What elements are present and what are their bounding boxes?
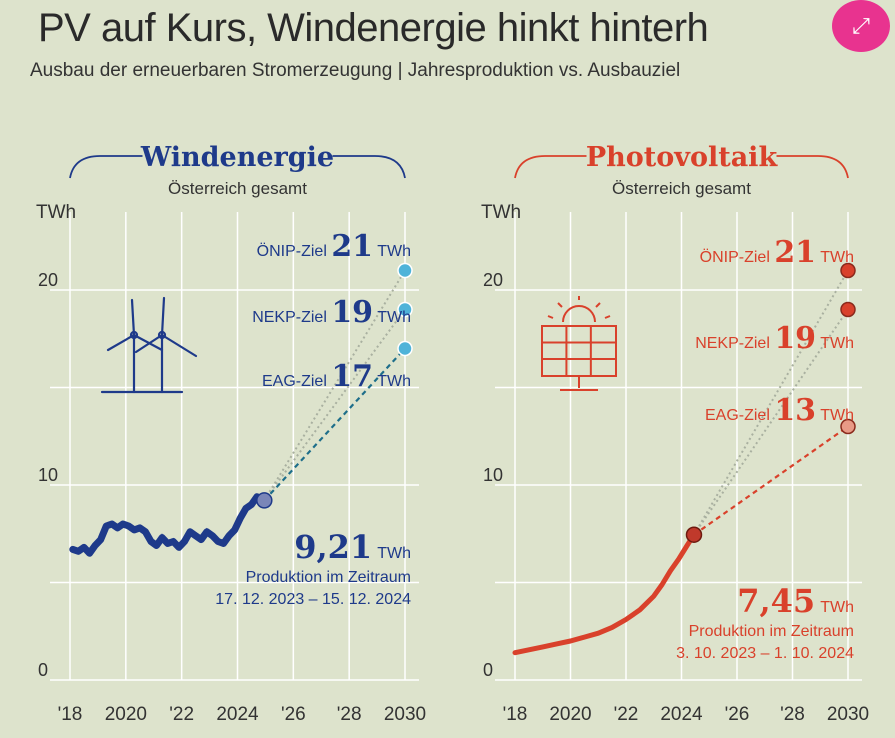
target-label: EAG-Ziel 17 TWh xyxy=(262,359,411,394)
solar-panel-icon xyxy=(541,296,617,391)
current-value: 9,21 xyxy=(294,528,372,566)
target-label: NEKP-Ziel 19 TWh xyxy=(252,295,411,330)
x-tick-label: '28 xyxy=(337,704,362,725)
bracket-left xyxy=(514,155,587,179)
x-tick-label: '18 xyxy=(58,704,83,725)
y-axis-label: TWh xyxy=(36,202,76,223)
page-subtitle: Ausbau der erneuerbaren Stromerzeugung |… xyxy=(30,60,681,81)
current-point xyxy=(685,526,703,543)
page-title: PV auf Kurs, Windenergie hinkt hinterh xyxy=(38,6,709,50)
target-point xyxy=(397,340,413,357)
wind-turbine-icon xyxy=(100,296,198,394)
expand-arrows-icon: ⤢ xyxy=(852,13,870,39)
target-name: EAG-Ziel xyxy=(262,373,331,390)
x-tick-label: '22 xyxy=(169,704,194,725)
projection-line xyxy=(693,269,849,536)
target-name: NEKP-Ziel xyxy=(695,335,774,352)
y-tick-label: 20 xyxy=(483,270,503,290)
target-unit: TWh xyxy=(820,335,854,352)
current-point xyxy=(256,492,273,509)
current-unit: TWh xyxy=(377,545,411,562)
target-value: 13 xyxy=(774,393,816,428)
y-tick-label: 10 xyxy=(38,465,58,485)
target-point xyxy=(397,301,413,318)
target-unit: TWh xyxy=(377,243,411,260)
current-caption: Produktion im Zeitraum xyxy=(689,623,854,640)
target-value: 19 xyxy=(774,321,816,356)
current-value: 7,45 xyxy=(737,582,815,620)
x-tick-label: '26 xyxy=(725,704,750,725)
current-caption: Produktion im Zeitraum xyxy=(246,569,411,586)
y-tick-label: 0 xyxy=(483,660,493,680)
series-line xyxy=(69,493,268,557)
x-tick-label: '26 xyxy=(281,704,306,725)
current-period: 3. 10. 2023 – 1. 10. 2024 xyxy=(676,645,854,662)
panel-subtitle: Österreich gesamt xyxy=(612,179,751,198)
x-tick-label: 2020 xyxy=(105,704,147,725)
target-name: ÖNIP-Ziel xyxy=(700,248,775,266)
x-tick-label: '22 xyxy=(614,704,639,725)
wind-chart: 0 10 20 TWh '18 2020 '22 2024 '26 '28 2030 Windener… xyxy=(36,142,426,725)
target-point xyxy=(840,262,856,279)
x-tick-label: '28 xyxy=(780,704,805,725)
target-value: 21 xyxy=(774,235,816,270)
x-tick-label: 2024 xyxy=(216,704,259,725)
target-unit: TWh xyxy=(377,309,411,326)
target-label: ÖNIP-Ziel 21 TWh xyxy=(700,235,854,270)
projection-line xyxy=(263,347,406,502)
expand-button[interactable]: ⤢ xyxy=(832,0,890,52)
target-value: 21 xyxy=(331,229,373,264)
y-axis-label: TWh xyxy=(481,202,521,223)
bracket-right xyxy=(332,155,406,179)
panel-subtitle: Österreich gesamt xyxy=(168,179,307,198)
target-value: 19 xyxy=(331,295,373,330)
projection-line xyxy=(263,308,406,501)
target-name: ÖNIP-Ziel xyxy=(257,242,332,260)
x-tick-label: '18 xyxy=(503,704,528,725)
y-tick-label: 10 xyxy=(483,465,503,485)
current-value-label: 9,21 TWh xyxy=(294,528,411,566)
x-tick-label: 2024 xyxy=(660,704,703,725)
x-tick-label: 2020 xyxy=(549,704,591,725)
target-unit: TWh xyxy=(377,373,411,390)
projection-line xyxy=(693,308,849,536)
target-label: EAG-Ziel 13 TWh xyxy=(705,393,854,428)
x-tick-label: 2030 xyxy=(827,704,869,725)
projection-line xyxy=(693,425,849,536)
current-value-label: 7,45 TWh xyxy=(737,582,854,620)
bracket-left xyxy=(69,155,143,179)
target-label: ÖNIP-Ziel 21 TWh xyxy=(257,229,411,264)
bracket-right xyxy=(776,155,849,179)
target-unit: TWh xyxy=(820,249,854,266)
target-point xyxy=(840,301,856,318)
target-name: NEKP-Ziel xyxy=(252,309,331,326)
panel-title: Photovoltaik xyxy=(586,142,779,173)
current-period: 17. 12. 2023 – 15. 12. 2024 xyxy=(215,591,411,608)
series-line xyxy=(512,532,697,656)
target-point xyxy=(397,262,413,279)
panel-title: Windenergie xyxy=(140,142,334,173)
target-unit: TWh xyxy=(820,407,854,424)
x-tick-label: 2030 xyxy=(384,704,426,725)
current-unit: TWh xyxy=(820,599,854,616)
target-point xyxy=(840,418,856,435)
target-label: NEKP-Ziel 19 TWh xyxy=(695,321,854,356)
y-tick-label: 20 xyxy=(38,270,58,290)
y-tick-label: 0 xyxy=(38,660,48,680)
target-name: EAG-Ziel xyxy=(705,407,774,424)
pv-chart: 0 10 20 TWh '18 2020 '22 2024 '26 '28 2030 Photovol… xyxy=(481,142,869,725)
target-value: 17 xyxy=(331,359,373,394)
